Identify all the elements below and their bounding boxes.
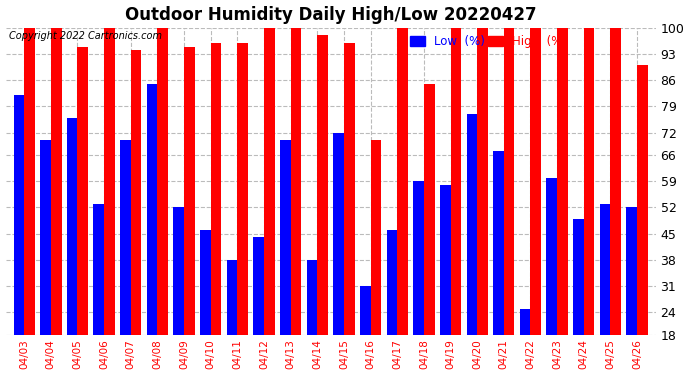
Bar [477, 28, 488, 375]
Bar [93, 204, 104, 375]
Bar [317, 35, 328, 375]
Bar [531, 28, 541, 375]
Bar [386, 230, 397, 375]
Bar [24, 28, 35, 375]
Bar [504, 28, 515, 375]
Bar [611, 28, 621, 375]
Bar [104, 28, 115, 375]
Bar [200, 230, 210, 375]
Bar [371, 140, 382, 375]
Bar [344, 43, 355, 375]
Bar [253, 237, 264, 375]
Bar [333, 133, 344, 375]
Bar [637, 65, 648, 375]
Bar [77, 46, 88, 375]
Bar [237, 43, 248, 375]
Bar [413, 181, 424, 375]
Bar [573, 219, 584, 375]
Bar [627, 207, 637, 375]
Bar [51, 28, 61, 375]
Bar [157, 28, 168, 375]
Bar [290, 28, 302, 375]
Bar [173, 207, 184, 375]
Bar [440, 185, 451, 375]
Bar [227, 260, 237, 375]
Bar [520, 309, 531, 375]
Bar [40, 140, 51, 375]
Bar [306, 260, 317, 375]
Bar [546, 177, 557, 375]
Bar [131, 50, 141, 375]
Bar [451, 28, 461, 375]
Bar [397, 28, 408, 375]
Bar [120, 140, 131, 375]
Text: Copyright 2022 Cartronics.com: Copyright 2022 Cartronics.com [9, 31, 162, 41]
Bar [264, 28, 275, 375]
Title: Outdoor Humidity Daily High/Low 20220427: Outdoor Humidity Daily High/Low 20220427 [125, 6, 536, 24]
Legend: Low  (%), High  (%): Low (%), High (%) [406, 31, 572, 53]
Bar [557, 28, 568, 375]
Bar [360, 286, 371, 375]
Bar [600, 204, 611, 375]
Bar [466, 114, 477, 375]
Bar [210, 43, 221, 375]
Bar [14, 95, 24, 375]
Bar [184, 46, 195, 375]
Bar [280, 140, 290, 375]
Bar [584, 28, 594, 375]
Bar [67, 118, 77, 375]
Bar [493, 152, 504, 375]
Bar [424, 84, 435, 375]
Bar [147, 84, 157, 375]
